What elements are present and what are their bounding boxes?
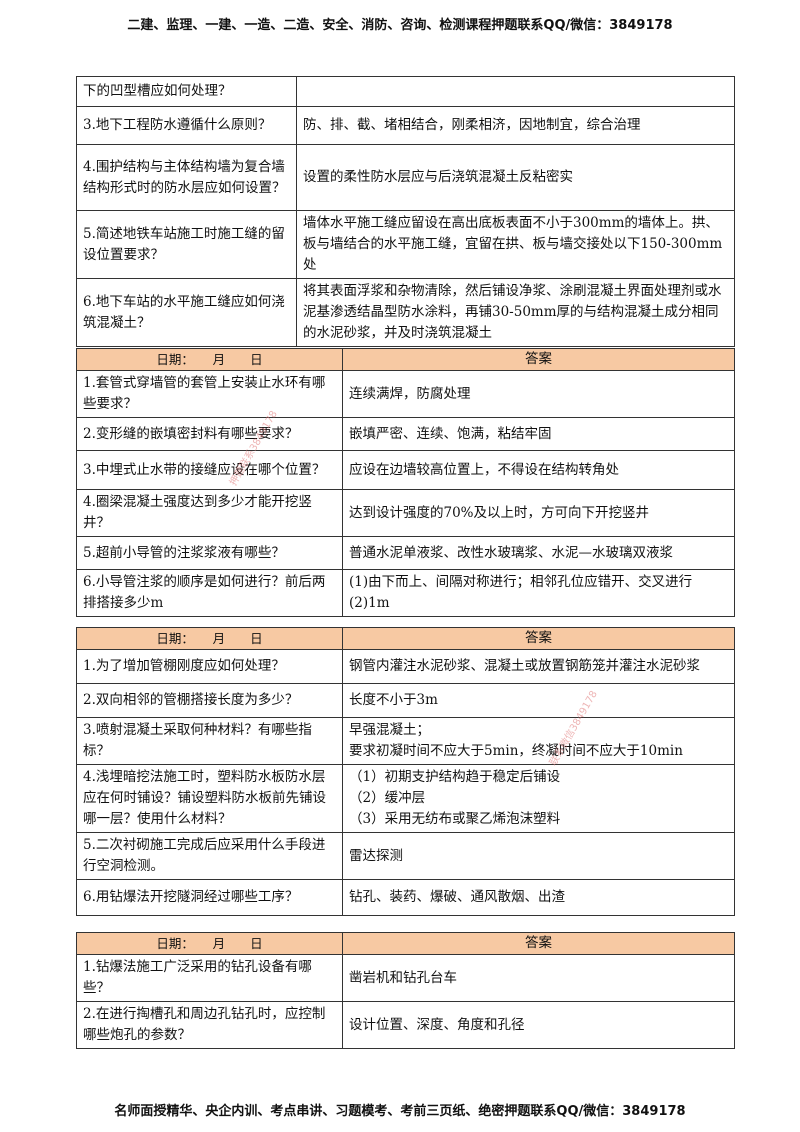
answer-cell: 设计位置、深度、角度和孔径 — [342, 1001, 735, 1049]
table-header-row: 日期： 月 日 答案 — [76, 627, 735, 650]
answer-cell: 连续满焊，防腐处理 — [342, 370, 735, 418]
question-cell: 4.围护结构与主体结构墙为复合墙结构形式时的防水层应如何设置？ — [76, 144, 297, 211]
table-row: 5.简述地铁车站施工时施工缝的留设位置要求？ 墙体水平施工缝应留设在高出底板表面… — [76, 210, 735, 279]
table-row: 4.围护结构与主体结构墙为复合墙结构形式时的防水层应如何设置？ 设置的柔性防水层… — [76, 144, 735, 211]
question-cell: 1.为了增加管棚刚度应如何处理？ — [76, 649, 343, 684]
table-row: 2.双向相邻的管棚搭接长度为多少？ 长度不小于3m — [76, 683, 735, 718]
answer-cell — [296, 76, 735, 107]
answer-cell: 防、排、截、堵相结合，刚柔相济，因地制宜，综合治理 — [296, 106, 735, 145]
table-row: 6.用钻爆法开挖隧洞经过哪些工序？ 钻孔、装药、爆破、通风散烟、出渣 — [76, 879, 735, 916]
answer-line: (1)由下而上、间隔对称进行；相邻孔位应错开、交叉进行 — [349, 574, 693, 590]
answer-line: 早强混凝土； — [349, 722, 430, 738]
question-cell: 5.超前小导管的注浆浆液有哪些？ — [76, 536, 343, 570]
answer-header: 答案 — [342, 627, 735, 650]
question-cell: 5.二次衬砌施工完成后应采用什么手段进行空洞检测。 — [76, 832, 343, 880]
table-row: 1.为了增加管棚刚度应如何处理？ 钢管内灌注水泥砂浆、混凝土或放置钢筋笼并灌注水… — [76, 649, 735, 684]
answer-cell: 达到设计强度的70%及以上时，方可向下开挖竖井 — [342, 489, 735, 537]
question-cell: 6.小导管注浆的顺序是如何进行？前后两排搭接多少m — [76, 569, 343, 617]
question-cell: 下的凹型槽应如何处理？ — [76, 76, 297, 107]
table-header-row: 日期： 月 日 答案 — [76, 348, 735, 371]
question-cell: 2.在进行掏槽孔和周边孔钻孔时，应控制哪些炮孔的参数？ — [76, 1001, 343, 1049]
date-header: 日期： 月 日 — [76, 348, 343, 371]
date-header: 日期： 月 日 — [76, 932, 343, 955]
table-row: 下的凹型槽应如何处理？ — [76, 76, 735, 107]
table-row: 3.中埋式止水带的接缝应设在哪个位置？ 应设在边墙较高位置上，不得设在结构转角处 — [76, 450, 735, 490]
table-header-row: 日期： 月 日 答案 — [76, 932, 735, 955]
answer-cell: 钻孔、装药、爆破、通风散烟、出渣 — [342, 879, 735, 916]
question-cell: 4.圈梁混凝土强度达到多少才能开挖竖井？ — [76, 489, 343, 537]
answer-cell: 将其表面浮浆和杂物清除，然后铺设净浆、涂刷混凝土界面处理剂或水泥基渗透结晶型防水… — [296, 278, 735, 347]
answer-header: 答案 — [342, 932, 735, 955]
answer-cell: 普通水泥单液浆、改性水玻璃浆、水泥—水玻璃双液浆 — [342, 536, 735, 570]
answer-cell: 应设在边墙较高位置上，不得设在结构转角处 — [342, 450, 735, 490]
answer-cell: 钢管内灌注水泥砂浆、混凝土或放置钢筋笼并灌注水泥砂浆 — [342, 649, 735, 684]
answer-header: 答案 — [342, 348, 735, 371]
qa-table-2: 日期： 月 日 答案 1.套管式穿墙管的套管上安装止水环有哪些要求？ 连续满焊，… — [76, 348, 735, 617]
question-cell: 2.变形缝的嵌填密封料有哪些要求？ — [76, 417, 343, 451]
table-row: 5.二次衬砌施工完成后应采用什么手段进行空洞检测。 雷达探测 — [76, 832, 735, 880]
qa-table-4: 日期： 月 日 答案 1.钻爆法施工广泛采用的钻孔设备有哪些？ 凿岩机和钻孔台车… — [76, 932, 735, 1049]
table-row: 1.套管式穿墙管的套管上安装止水环有哪些要求？ 连续满焊，防腐处理 — [76, 370, 735, 418]
question-cell: 6.地下车站的水平施工缝应如何浇筑混凝土？ — [76, 278, 297, 347]
page-header: 二建、监理、一建、一造、二造、安全、消防、咨询、检测课程押题联系QQ/微信：38… — [127, 18, 673, 33]
table-row: 1.钻爆法施工广泛采用的钻孔设备有哪些？ 凿岩机和钻孔台车 — [76, 954, 735, 1002]
question-cell: 3.地下工程防水遵循什么原则？ — [76, 106, 297, 145]
table-row: 6.地下车站的水平施工缝应如何浇筑混凝土？ 将其表面浮浆和杂物清除，然后铺设净浆… — [76, 278, 735, 347]
question-cell: 3.喷射混凝土采取何种材料？有哪些指标？ — [76, 717, 343, 765]
question-cell: 2.双向相邻的管棚搭接长度为多少？ — [76, 683, 343, 718]
answer-cell: 早强混凝土； 要求初凝时间不应大于5min，终凝时间不应大于10min — [342, 717, 735, 765]
qa-table-1: 下的凹型槽应如何处理？ 3.地下工程防水遵循什么原则？ 防、排、截、堵相结合，刚… — [76, 76, 735, 347]
page-footer: 名师面授精华、央企内训、考点串讲、习题模考、考前三页纸、绝密押题联系QQ/微信：… — [114, 1104, 686, 1119]
table-row: 6.小导管注浆的顺序是如何进行？前后两排搭接多少m (1)由下而上、间隔对称进行… — [76, 569, 735, 617]
question-cell: 5.简述地铁车站施工时施工缝的留设位置要求？ — [76, 210, 297, 279]
answer-cell: 长度不小于3m — [342, 683, 735, 718]
table-row: 5.超前小导管的注浆浆液有哪些？ 普通水泥单液浆、改性水玻璃浆、水泥—水玻璃双液… — [76, 536, 735, 570]
answer-line: 要求初凝时间不应大于5min，终凝时间不应大于10min — [349, 743, 683, 759]
answer-line: (2)1m — [349, 595, 390, 611]
question-cell: 1.套管式穿墙管的套管上安装止水环有哪些要求？ — [76, 370, 343, 418]
table-row: 2.变形缝的嵌填密封料有哪些要求？ 嵌填严密、连续、饱满，粘结牢固 — [76, 417, 735, 451]
answer-line: （2）缓冲层 — [349, 790, 426, 806]
question-cell: 4.浅埋暗挖法施工时，塑料防水板防水层应在何时铺设？铺设塑料防水板前先铺设哪一层… — [76, 764, 343, 833]
table-row: 2.在进行掏槽孔和周边孔钻孔时，应控制哪些炮孔的参数？ 设计位置、深度、角度和孔… — [76, 1001, 735, 1049]
answer-cell: 嵌填严密、连续、饱满，粘结牢固 — [342, 417, 735, 451]
answer-cell: 墙体水平施工缝应留设在高出底板表面不小于300mm的墙体上。拱、板与墙结合的水平… — [296, 210, 735, 279]
answer-line: （3）采用无纺布或聚乙烯泡沫塑料 — [349, 811, 561, 827]
table-row: 4.浅埋暗挖法施工时，塑料防水板防水层应在何时铺设？铺设塑料防水板前先铺设哪一层… — [76, 764, 735, 833]
question-cell: 3.中埋式止水带的接缝应设在哪个位置？ — [76, 450, 343, 490]
qa-table-3: 日期： 月 日 答案 1.为了增加管棚刚度应如何处理？ 钢管内灌注水泥砂浆、混凝… — [76, 627, 735, 916]
date-header: 日期： 月 日 — [76, 627, 343, 650]
answer-cell: (1)由下而上、间隔对称进行；相邻孔位应错开、交叉进行 (2)1m — [342, 569, 735, 617]
table-row: 4.圈梁混凝土强度达到多少才能开挖竖井？ 达到设计强度的70%及以上时，方可向下… — [76, 489, 735, 537]
answer-cell: 雷达探测 — [342, 832, 735, 880]
table-row: 3.喷射混凝土采取何种材料？有哪些指标？ 早强混凝土； 要求初凝时间不应大于5m… — [76, 717, 735, 765]
table-row: 3.地下工程防水遵循什么原则？ 防、排、截、堵相结合，刚柔相济，因地制宜，综合治… — [76, 106, 735, 145]
question-cell: 1.钻爆法施工广泛采用的钻孔设备有哪些？ — [76, 954, 343, 1002]
answer-cell: 凿岩机和钻孔台车 — [342, 954, 735, 1002]
answer-line: （1）初期支护结构趋于稳定后铺设 — [349, 769, 561, 785]
answer-cell: （1）初期支护结构趋于稳定后铺设 （2）缓冲层 （3）采用无纺布或聚乙烯泡沫塑料 — [342, 764, 735, 833]
question-cell: 6.用钻爆法开挖隧洞经过哪些工序？ — [76, 879, 343, 916]
answer-cell: 设置的柔性防水层应与后浇筑混凝土反粘密实 — [296, 144, 735, 211]
